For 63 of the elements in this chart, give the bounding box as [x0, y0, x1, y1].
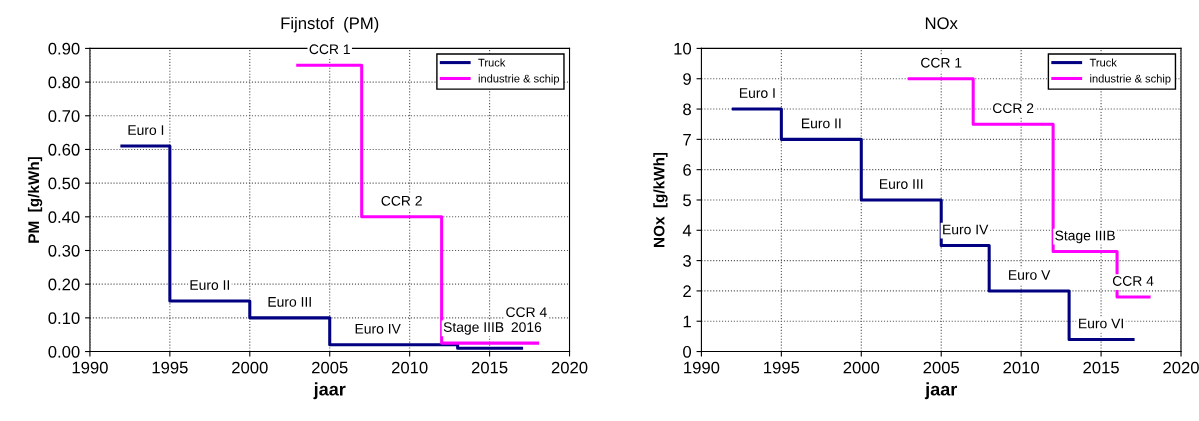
x-tick-label: 2005	[312, 361, 348, 374]
legend-label: industrie & schip	[478, 74, 560, 85]
annotation: CCR 4	[1112, 276, 1154, 286]
x-tick-label: 1990	[684, 361, 720, 374]
annotation: Euro I	[128, 125, 164, 136]
chart-title: NOx	[925, 17, 958, 30]
x-tick-label: 1995	[764, 361, 800, 374]
y-tick-label: 5	[683, 194, 691, 207]
x-axis-title: jaar	[313, 382, 346, 400]
annotation: Euro III	[268, 297, 311, 307]
y-tick-label: 0.60	[48, 143, 80, 156]
annotation: CCR 4 2016	[506, 307, 547, 333]
annotation: Stage IIIB	[1055, 230, 1115, 244]
annotation: Euro I	[739, 88, 775, 98]
x-tick-label: 2010	[391, 361, 428, 374]
y-tick-label: 0.40	[48, 211, 80, 224]
y-tick-label: 6	[683, 164, 691, 176]
legend-label: industrie & schip	[1090, 74, 1171, 85]
x-axis-title: jaar	[924, 382, 958, 400]
y-tick-label: 10	[674, 42, 692, 55]
annotation: Euro VI	[1079, 318, 1123, 329]
y-tick-label: 9	[683, 73, 691, 85]
y-tick-label: 3	[683, 255, 691, 267]
annotation: CCR 1	[921, 57, 962, 68]
y-tick-label: 2	[683, 285, 691, 297]
x-tick-label: 2020	[1163, 361, 1199, 374]
x-tick-label: 1990	[72, 361, 108, 374]
y-tick-label: 0.70	[48, 110, 80, 122]
y-axis-title: PM [g/kWh]	[27, 157, 43, 243]
annotation: CCR 1	[309, 44, 350, 55]
x-tick-label: 2010	[1003, 361, 1040, 374]
y-tick-label: 0.80	[48, 76, 80, 89]
y-tick-label: 0.30	[48, 244, 80, 257]
annotation: Stage IIIB	[443, 322, 504, 335]
annotation: Euro IV	[943, 224, 989, 235]
annotation: Euro II	[190, 280, 229, 290]
x-tick-label: 2020	[551, 361, 588, 374]
annotation: Euro IV	[355, 324, 401, 334]
x-tick-label: 2005	[923, 361, 960, 374]
x-tick-label: 2015	[471, 361, 508, 374]
annotation: CCR 2	[993, 103, 1034, 114]
x-tick-label: 2000	[843, 361, 880, 374]
x-tick-label: 1995	[152, 361, 188, 374]
y-tick-label: 0.20	[48, 278, 80, 291]
y-tick-label: 8	[683, 103, 691, 116]
y-tick-label: 0	[683, 345, 692, 358]
legend-label: Truck	[1089, 58, 1117, 67]
y-tick-label: 7	[683, 133, 691, 146]
legend-label: Truck	[478, 58, 506, 67]
annotation: Euro II	[802, 118, 841, 129]
annotation: CCR 2	[381, 195, 422, 206]
chart-title: Fijnstof (PM)	[281, 16, 379, 33]
y-tick-label: 1	[683, 315, 691, 328]
y-tick-label: 4	[682, 224, 692, 237]
x-tick-label: 2000	[232, 361, 268, 374]
y-tick-label: 0.90	[48, 42, 80, 55]
annotation: Euro III	[880, 179, 923, 189]
y-tick-label: 0.00	[48, 345, 80, 358]
x-tick-label: 2015	[1083, 361, 1119, 374]
y-axis-title: NOx [g/kWh]	[653, 152, 668, 247]
y-tick-label: 0.50	[48, 177, 80, 190]
y-tick-label: 0.10	[48, 312, 80, 325]
annotation: Euro V	[1009, 270, 1051, 280]
